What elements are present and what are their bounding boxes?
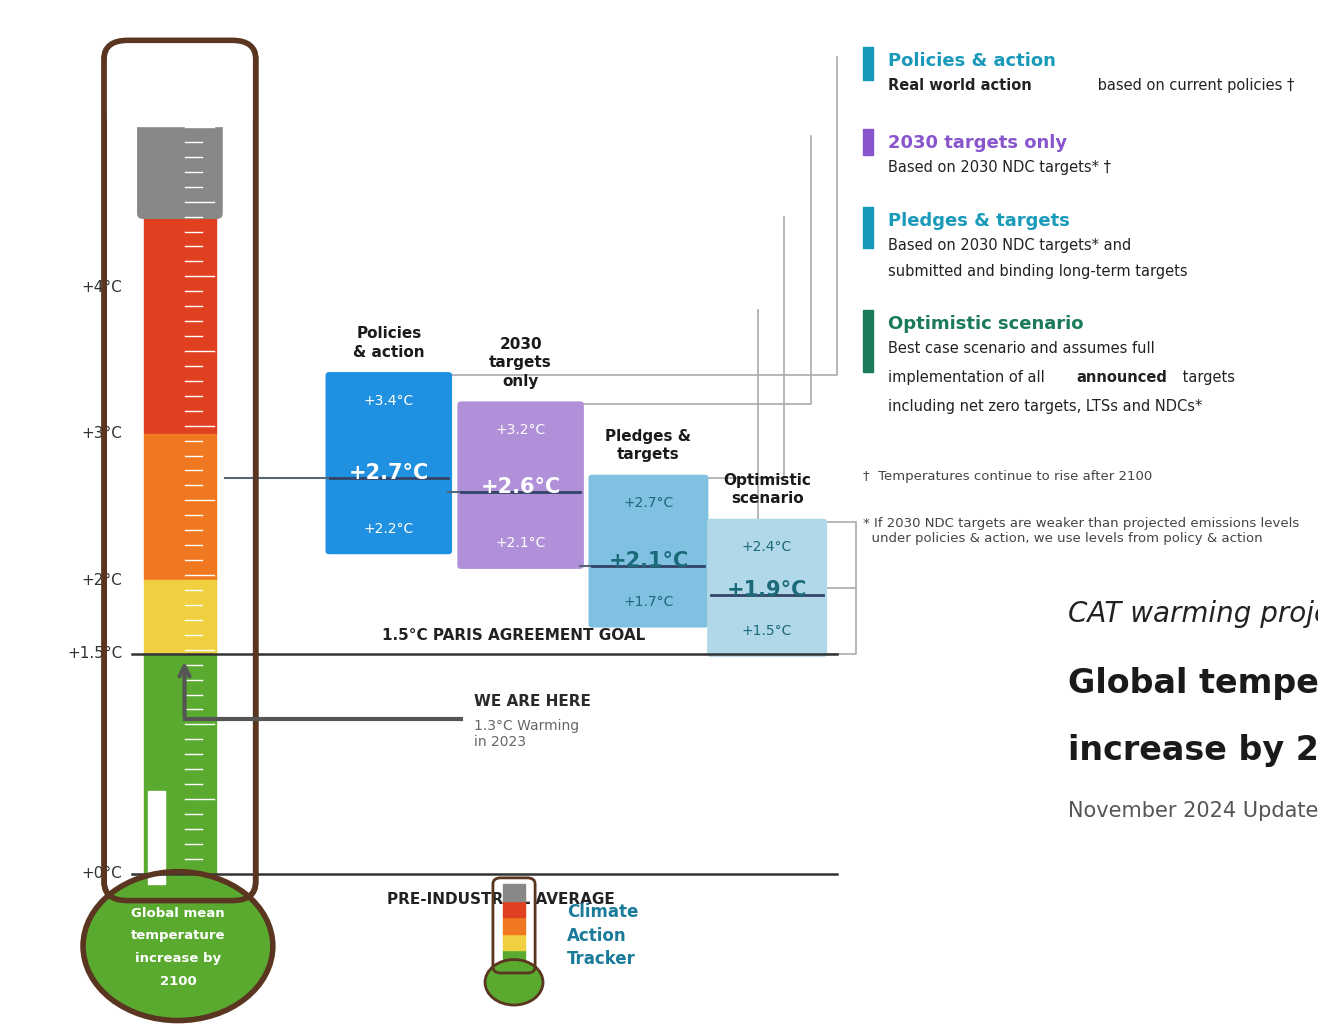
Text: Based on 2030 NDC targets* †: Based on 2030 NDC targets* † bbox=[888, 160, 1111, 176]
Text: 1.5°C PARIS AGREEMENT GOAL: 1.5°C PARIS AGREEMENT GOAL bbox=[382, 629, 646, 643]
Text: CAT warming projections: CAT warming projections bbox=[1068, 600, 1318, 628]
Text: +2.1°C: +2.1°C bbox=[496, 537, 546, 550]
Bar bbox=[503, 901, 525, 917]
Text: +2.4°C: +2.4°C bbox=[742, 541, 792, 554]
Text: Optimistic
scenario: Optimistic scenario bbox=[724, 473, 811, 507]
Text: including net zero targets, LTSs and NDCs*: including net zero targets, LTSs and NDC… bbox=[888, 399, 1203, 415]
Text: Pledges &
targets: Pledges & targets bbox=[605, 429, 692, 462]
Text: Pledges & targets: Pledges & targets bbox=[888, 212, 1070, 230]
Text: WE ARE HERE: WE ARE HERE bbox=[474, 694, 592, 709]
FancyBboxPatch shape bbox=[326, 372, 452, 554]
Text: +2.7°C: +2.7°C bbox=[623, 496, 673, 511]
Text: Global mean: Global mean bbox=[130, 907, 225, 919]
Text: 2030 targets only: 2030 targets only bbox=[888, 134, 1068, 152]
Text: Real world action: Real world action bbox=[888, 78, 1032, 93]
Text: November 2024 Update: November 2024 Update bbox=[1068, 801, 1318, 821]
Text: Optimistic scenario: Optimistic scenario bbox=[888, 315, 1083, 333]
Bar bbox=[144, 653, 216, 874]
Text: +1.5°C: +1.5°C bbox=[742, 625, 792, 638]
Text: +1.7°C: +1.7°C bbox=[623, 595, 673, 609]
Bar bbox=[144, 214, 216, 434]
Bar bbox=[863, 310, 873, 372]
Text: implementation of all: implementation of all bbox=[888, 370, 1049, 386]
Bar bbox=[503, 917, 525, 934]
Text: PRE-INDUSTRIAL AVERAGE: PRE-INDUSTRIAL AVERAGE bbox=[387, 892, 614, 908]
Text: increase by 2100: increase by 2100 bbox=[1068, 734, 1318, 767]
Bar bbox=[144, 434, 216, 580]
Text: +2.1°C: +2.1°C bbox=[609, 551, 688, 571]
Text: 2030
targets
only: 2030 targets only bbox=[489, 337, 552, 389]
Bar bbox=[144, 580, 216, 653]
Text: announced: announced bbox=[1077, 370, 1168, 386]
Bar bbox=[503, 884, 525, 901]
Text: +2.6°C: +2.6°C bbox=[481, 478, 560, 497]
Text: +4°C: +4°C bbox=[82, 279, 123, 295]
Bar bbox=[863, 207, 873, 248]
Text: +3.4°C: +3.4°C bbox=[364, 394, 414, 407]
FancyBboxPatch shape bbox=[457, 401, 584, 569]
Text: +3.2°C: +3.2°C bbox=[496, 423, 546, 437]
Text: Based on 2030 NDC targets* and: Based on 2030 NDC targets* and bbox=[888, 238, 1132, 253]
Text: +0°C: +0°C bbox=[82, 866, 123, 881]
Text: Policies
& action: Policies & action bbox=[353, 326, 424, 360]
Bar bbox=[503, 950, 525, 967]
Text: targets: targets bbox=[1178, 370, 1235, 386]
Text: * If 2030 NDC targets are weaker than projected emissions levels
  under policie: * If 2030 NDC targets are weaker than pr… bbox=[863, 517, 1300, 545]
Text: Global temperature: Global temperature bbox=[1068, 667, 1318, 700]
Text: +1.9°C: +1.9°C bbox=[728, 580, 807, 600]
Bar bbox=[144, 67, 216, 214]
FancyBboxPatch shape bbox=[588, 475, 709, 628]
FancyBboxPatch shape bbox=[104, 40, 256, 901]
Text: †  Temperatures continue to rise after 2100: † Temperatures continue to rise after 21… bbox=[863, 470, 1152, 484]
Text: Climate
Action
Tracker: Climate Action Tracker bbox=[567, 903, 638, 969]
Circle shape bbox=[485, 960, 543, 1005]
Text: +2°C: +2°C bbox=[82, 573, 123, 588]
FancyBboxPatch shape bbox=[137, 62, 223, 219]
FancyBboxPatch shape bbox=[706, 519, 828, 657]
Text: +1.5°C: +1.5°C bbox=[67, 646, 123, 662]
Text: Policies & action: Policies & action bbox=[888, 52, 1056, 69]
Circle shape bbox=[83, 872, 273, 1021]
Bar bbox=[148, 791, 165, 884]
Bar bbox=[863, 129, 873, 155]
Text: submitted and binding long-term targets: submitted and binding long-term targets bbox=[888, 264, 1188, 279]
Text: +3°C: +3°C bbox=[82, 426, 123, 442]
FancyBboxPatch shape bbox=[104, 28, 256, 127]
Text: +2.2°C: +2.2°C bbox=[364, 521, 414, 536]
Text: 2100: 2100 bbox=[159, 975, 196, 987]
Text: temperature: temperature bbox=[130, 930, 225, 942]
Text: based on current policies †: based on current policies † bbox=[1093, 78, 1294, 93]
Text: increase by: increase by bbox=[134, 952, 221, 965]
Bar bbox=[503, 934, 525, 950]
Text: Best case scenario and assumes full: Best case scenario and assumes full bbox=[888, 341, 1155, 357]
Text: +2.7°C: +2.7°C bbox=[349, 462, 428, 483]
Text: 1.3°C Warming
in 2023: 1.3°C Warming in 2023 bbox=[474, 720, 580, 750]
Bar bbox=[863, 47, 873, 80]
